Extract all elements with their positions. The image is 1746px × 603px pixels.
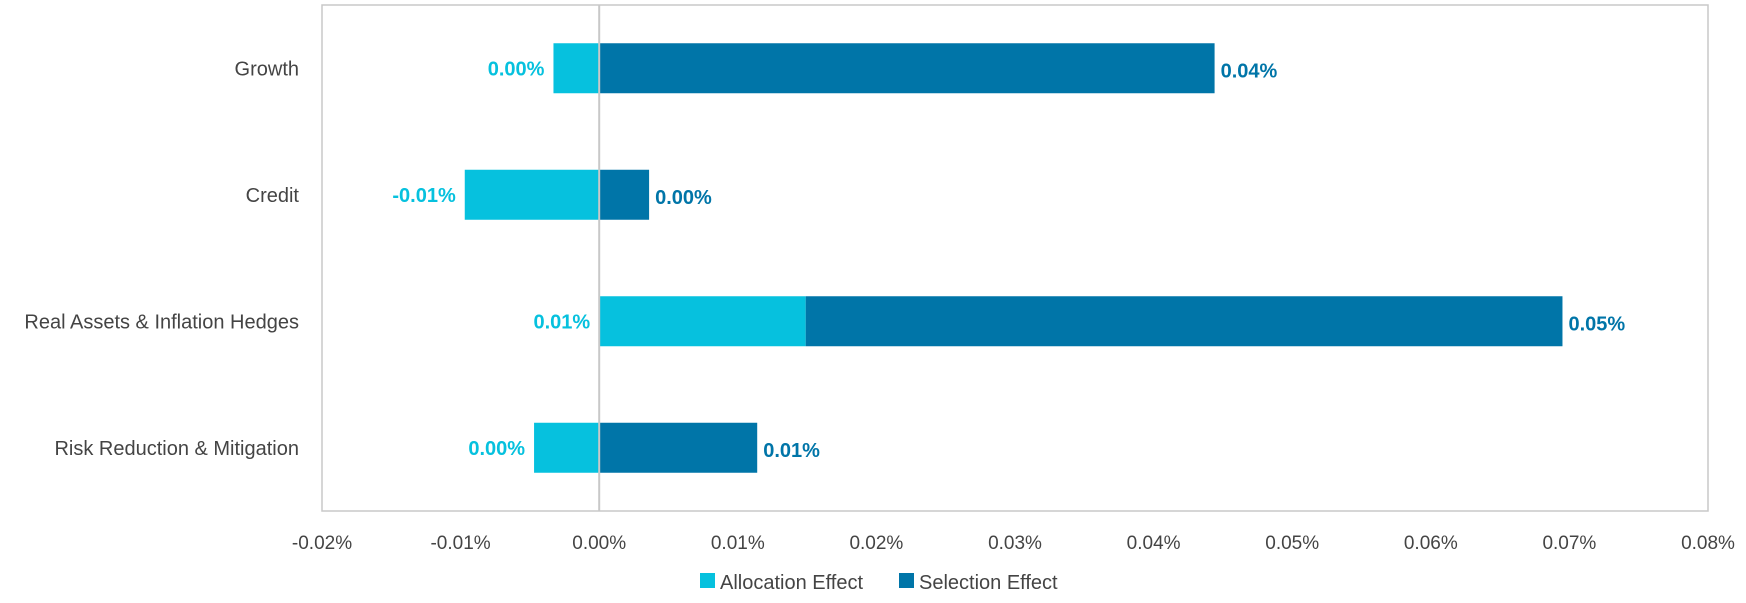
bar-selection-1 xyxy=(599,169,650,220)
bar-selection-2 xyxy=(805,296,1563,347)
data-label-selection: 0.01% xyxy=(763,440,820,462)
bar-allocation-2 xyxy=(599,296,806,347)
x-tick-label: 0.04% xyxy=(1127,533,1181,554)
x-tick-label: -0.02% xyxy=(292,533,352,554)
x-tick-label: 0.08% xyxy=(1681,533,1735,554)
legend-swatch-allocation xyxy=(700,573,715,588)
category-label: Real Assets & Inflation Hedges xyxy=(24,311,299,333)
data-label-selection: 0.00% xyxy=(655,187,712,209)
data-label-allocation: 0.01% xyxy=(533,311,590,333)
category-label: Growth xyxy=(235,58,299,80)
legend-swatch-selection xyxy=(899,573,914,588)
x-tick-label: -0.01% xyxy=(430,533,490,554)
data-label-allocation: 0.00% xyxy=(468,438,525,460)
x-tick-label: 0.03% xyxy=(988,533,1042,554)
x-tick-label: 0.01% xyxy=(711,533,765,554)
x-tick-label: 0.07% xyxy=(1542,533,1596,554)
bar-selection-0 xyxy=(599,43,1215,94)
data-label-allocation: -0.01% xyxy=(392,185,456,207)
data-label-selection: 0.04% xyxy=(1221,60,1278,82)
x-tick-label: 0.00% xyxy=(572,533,626,554)
bar-allocation-0 xyxy=(553,43,600,94)
plot-frame xyxy=(321,4,1709,512)
legend-label: Allocation Effect xyxy=(720,572,863,594)
bar-allocation-3 xyxy=(534,422,600,473)
data-label-allocation: 0.00% xyxy=(488,58,545,80)
category-label: Risk Reduction & Mitigation xyxy=(54,438,299,460)
category-label: Credit xyxy=(246,185,300,207)
x-tick-label: 0.05% xyxy=(1265,533,1319,554)
bar-selection-3 xyxy=(599,422,758,473)
x-tick-label: 0.02% xyxy=(849,533,903,554)
bar-allocation-1 xyxy=(464,169,600,220)
legend-label: Selection Effect xyxy=(919,572,1058,594)
x-tick-label: 0.06% xyxy=(1404,533,1458,554)
data-label-selection: 0.05% xyxy=(1568,313,1625,335)
